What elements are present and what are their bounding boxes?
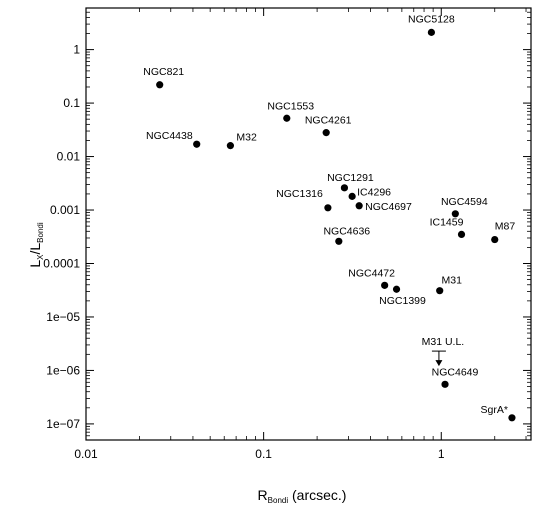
- point-label: NGC4649: [432, 366, 479, 378]
- y-tick-label: 0.01: [57, 150, 81, 164]
- data-point: [348, 192, 356, 200]
- plot-area-border: [85, 7, 532, 441]
- data-point: [457, 230, 466, 238]
- data-point: [508, 414, 516, 422]
- data-point: [322, 129, 330, 137]
- point-label: NGC4261: [305, 115, 352, 127]
- point-label: NGC1291: [327, 172, 374, 184]
- point-label: M32: [236, 132, 257, 144]
- point-label: NGC1399: [379, 295, 426, 307]
- data-point: [340, 184, 349, 192]
- data-point: [335, 237, 343, 245]
- axis-ticks: 0.01 0.1 1 1 0.1 0.01 0.001 0.0001 1e−05 1e−06 1e−…: [43, 7, 531, 461]
- point-label: NGC1316: [276, 188, 323, 200]
- data-point: [392, 285, 401, 293]
- data-point: [193, 140, 201, 148]
- data-point: [324, 204, 332, 212]
- point-labels: NGC5128 NGC821 NGC1553 NGC4261 NGC4438 M32 NGC…: [143, 13, 515, 415]
- x-tick-label: 0.1: [255, 447, 272, 461]
- data-points: [156, 28, 516, 422]
- point-label: M31: [441, 275, 462, 287]
- x-tick-label: 1: [438, 447, 445, 461]
- y-tick-label: 0.0001: [43, 256, 80, 270]
- y-tick-label: 1e−07: [46, 417, 80, 431]
- point-label: NGC4472: [348, 267, 395, 279]
- point-label: M87: [495, 221, 516, 233]
- point-label: NGC4636: [323, 225, 370, 237]
- y-tick-label: 1: [73, 43, 80, 57]
- y-tick-label: 0.1: [63, 96, 80, 110]
- data-point: [381, 281, 389, 289]
- data-point: [355, 202, 363, 210]
- x-tick-label: 0.01: [74, 447, 98, 461]
- point-label: NGC1553: [267, 100, 314, 112]
- data-point: [226, 142, 235, 150]
- point-label: SgrA*: [481, 404, 508, 416]
- point-label: NGC5128: [408, 13, 455, 25]
- upper-limit-label: M31 U.L.: [422, 336, 465, 348]
- y-tick-label: 0.001: [50, 203, 80, 217]
- y-tick-label: 1e−06: [46, 363, 80, 377]
- point-label: NGC821: [143, 66, 184, 78]
- x-axis-title: RBondi (arcsec.): [258, 487, 347, 505]
- data-point: [156, 81, 164, 89]
- data-point: [283, 114, 291, 122]
- data-point: [436, 287, 444, 295]
- point-label: NGC4438: [146, 130, 193, 142]
- y-tick-label: 1e−05: [46, 310, 80, 324]
- plot-frame: [85, 7, 532, 441]
- data-point: [491, 235, 499, 244]
- data-point: [441, 380, 449, 388]
- data-point: [427, 28, 436, 36]
- point-label: IC4296: [357, 186, 391, 198]
- y-axis-title: LX/LBondi: [27, 222, 45, 268]
- point-label: NGC4594: [441, 196, 488, 208]
- point-label: NGC4697: [365, 201, 412, 213]
- data-point: [451, 210, 459, 218]
- point-label: IC1459: [430, 216, 464, 228]
- upper-limit-arrow: [435, 360, 443, 367]
